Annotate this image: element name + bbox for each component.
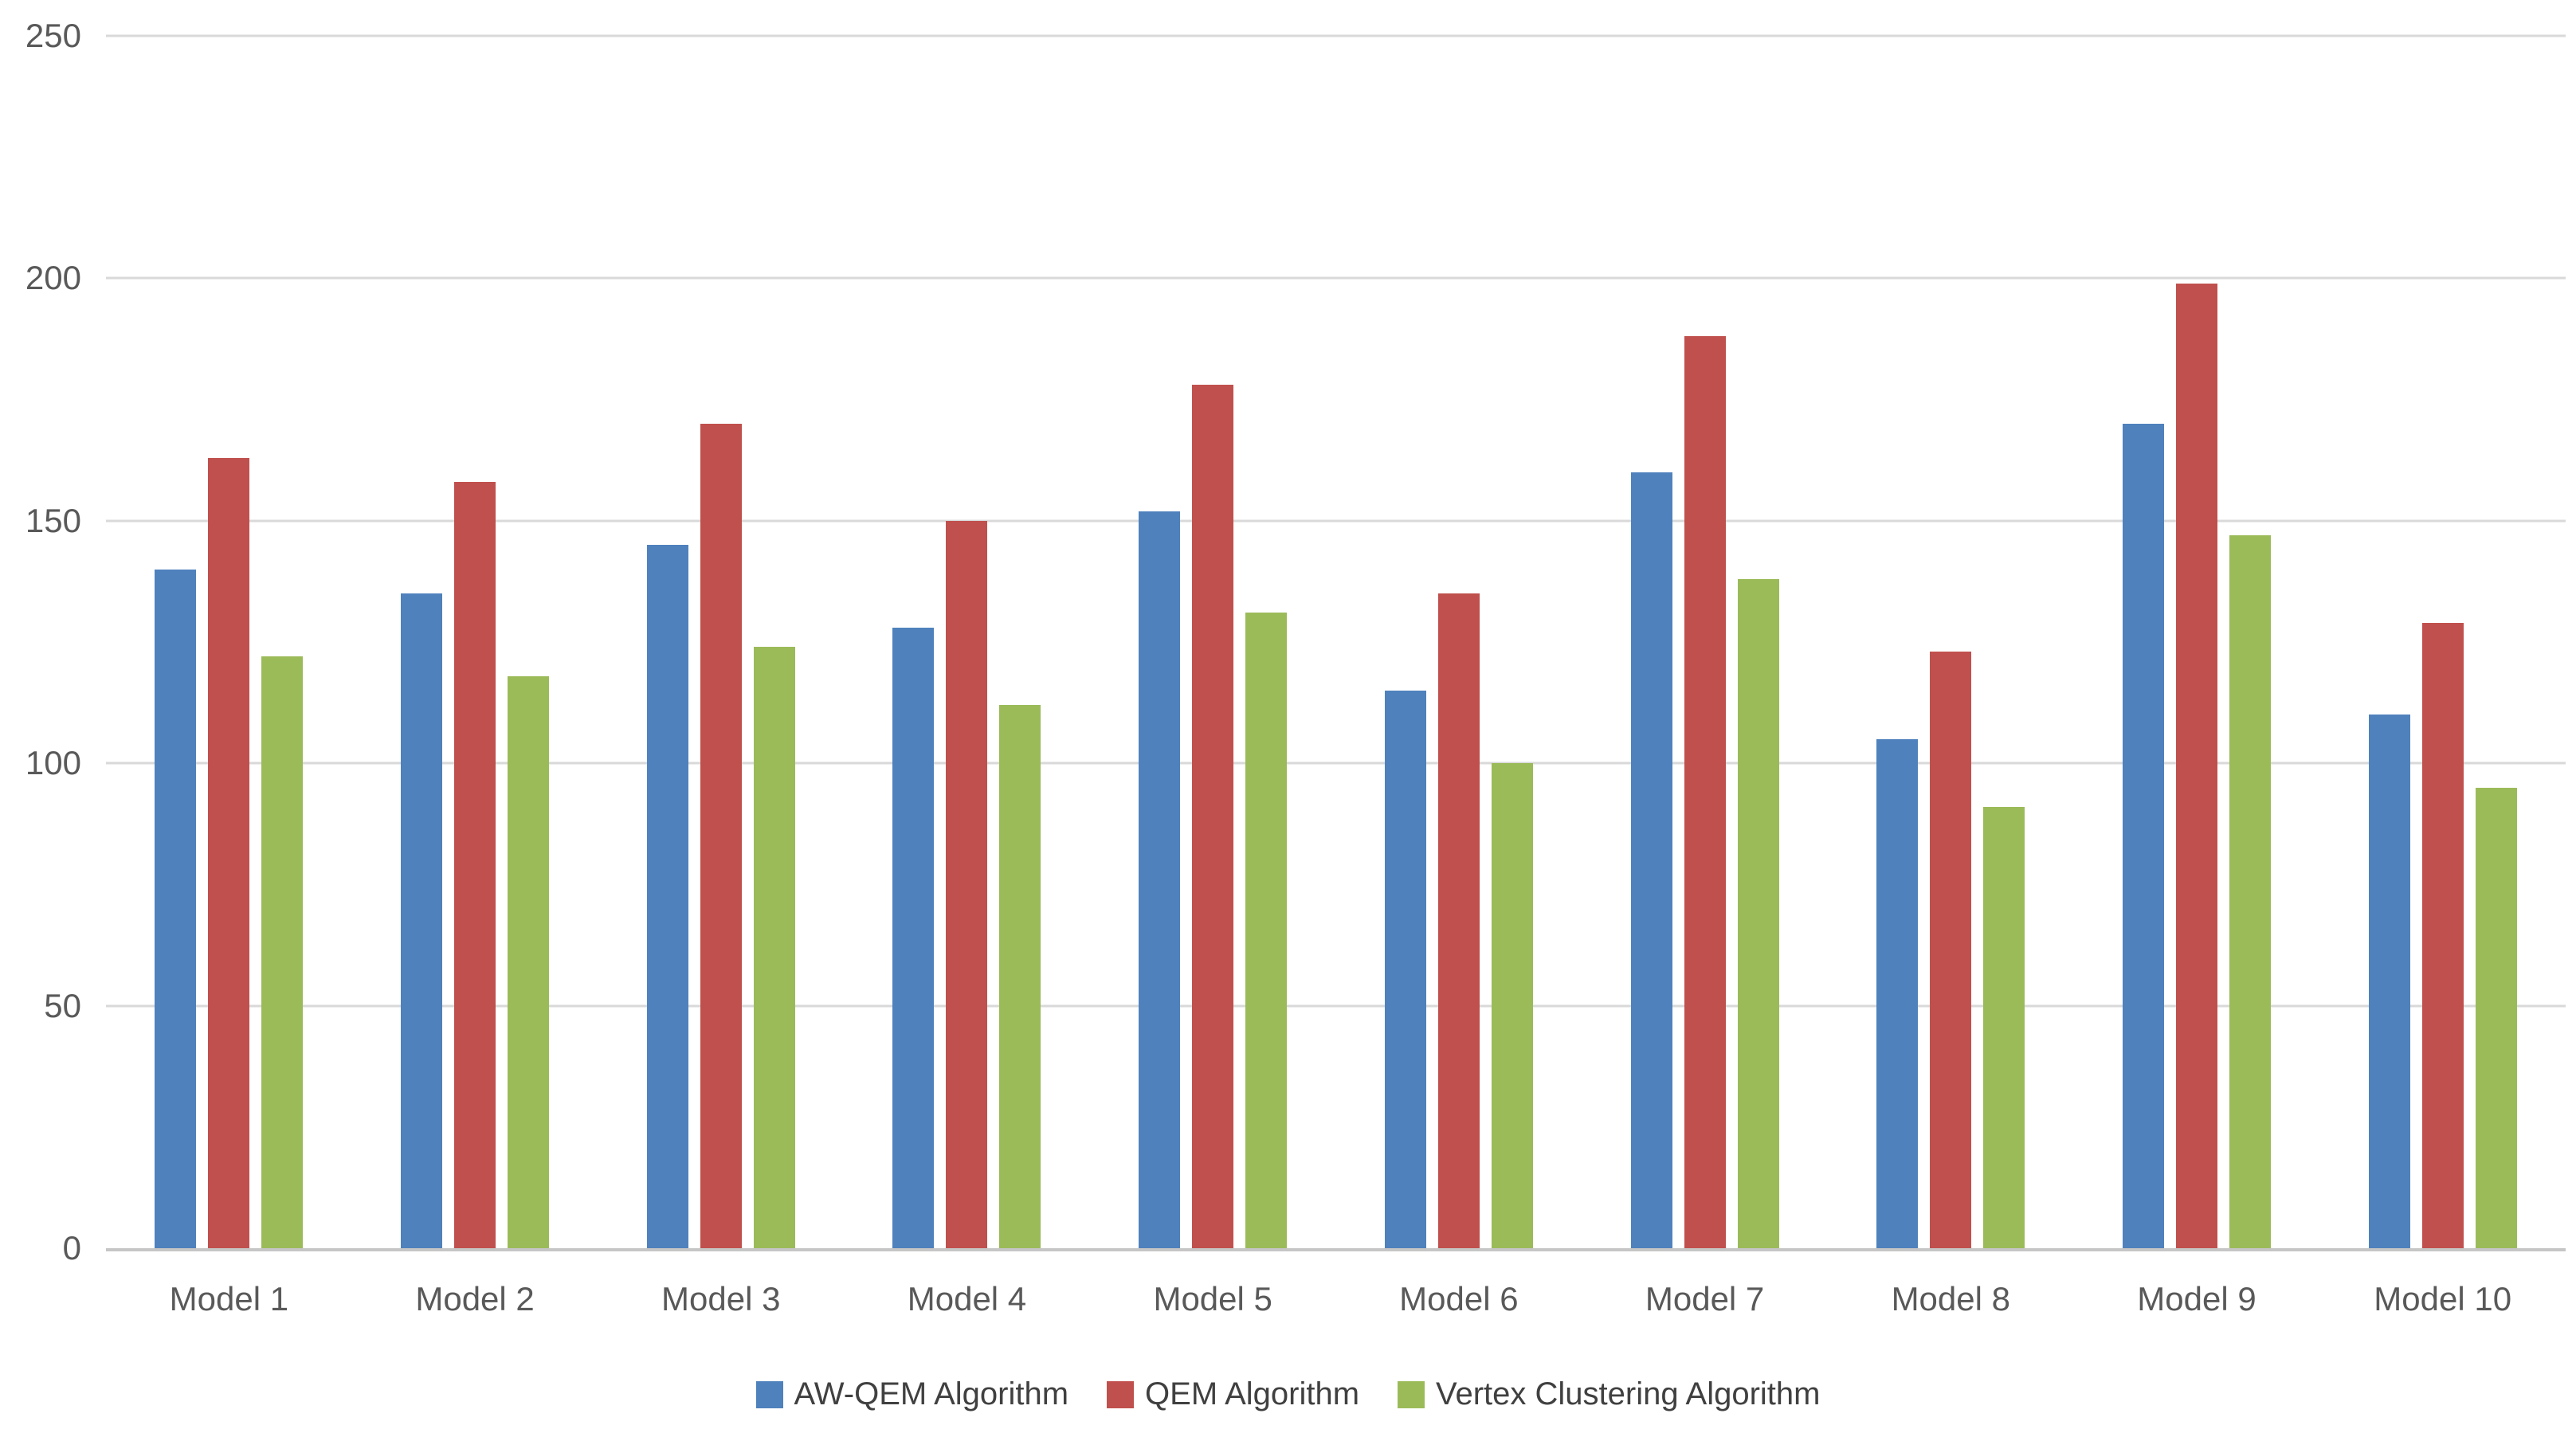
bar-group-6 [1336, 36, 1582, 1248]
y-tick-label: 100 [25, 744, 81, 782]
bar-vertex-clustering-algorithm-8 [1983, 807, 2025, 1248]
legend-marker-square [1107, 1380, 1135, 1408]
y-axis: 250 200 150 100 50 0 [0, 17, 88, 1267]
legend-item-qem-algorithm: QEM Algorithm [1107, 1376, 1359, 1412]
bar-qem-algorithm-7 [1684, 336, 1726, 1248]
bar-group-8 [1828, 36, 2074, 1248]
bar-group-10 [2319, 36, 2566, 1248]
gridline-200 [106, 276, 2566, 280]
x-tick-label-6: Model 6 [1399, 1280, 1519, 1317]
bar-qem-algorithm-5 [1192, 385, 1234, 1248]
bar-aw-qem-algorithm-4 [892, 627, 935, 1248]
bar-vertex-clustering-algorithm-1 [261, 656, 304, 1248]
bar-group-3 [598, 36, 844, 1248]
legend-marker-square [1398, 1380, 1425, 1408]
x-tick-label-9: Model 9 [2137, 1280, 2256, 1317]
bar-aw-qem-algorithm-1 [155, 569, 197, 1248]
legend-marker-square [755, 1380, 783, 1408]
y-tick-label: 250 [25, 17, 81, 54]
x-tick-label-8: Model 8 [1891, 1280, 2010, 1317]
bar-vertex-clustering-algorithm-9 [2229, 535, 2271, 1248]
bar-groups-container [106, 36, 2566, 1248]
bar-qem-algorithm-1 [208, 457, 250, 1248]
x-tick-label-1: Model 1 [169, 1280, 289, 1317]
bar-group-2 [352, 36, 598, 1248]
gridline-50 [106, 1004, 2566, 1008]
bar-group-7 [1582, 36, 1828, 1248]
y-tick-label: 200 [25, 259, 81, 297]
legend-item-aw-qem-algorithm: AW-QEM Algorithm [755, 1376, 1069, 1412]
x-tick-label-10: Model 10 [2374, 1280, 2512, 1317]
bar-aw-qem-algorithm-2 [401, 593, 443, 1248]
x-tick-label-7: Model 7 [1645, 1280, 1765, 1317]
bar-vertex-clustering-algorithm-2 [508, 675, 550, 1248]
bar-qem-algorithm-8 [1930, 652, 1972, 1248]
x-tick-label-4: Model 4 [907, 1280, 1027, 1317]
bar-vertex-clustering-algorithm-3 [753, 647, 795, 1248]
gridline-150 [106, 519, 2566, 523]
bar-aw-qem-algorithm-6 [1384, 690, 1426, 1248]
bar-vertex-clustering-algorithm-4 [999, 705, 1041, 1248]
bar-aw-qem-algorithm-8 [1876, 738, 1919, 1248]
bar-aw-qem-algorithm-5 [1139, 511, 1181, 1248]
bar-qem-algorithm-2 [454, 482, 496, 1248]
bar-aw-qem-algorithm-3 [646, 545, 688, 1248]
legend-label: Vertex Clustering Algorithm [1436, 1376, 1821, 1411]
x-axis: Model 1 Model 2 Model 3 Model 4 Model 5 Model… [106, 1280, 2566, 1318]
bar-qem-algorithm-9 [2175, 283, 2217, 1248]
x-tick-label-5: Model 5 [1153, 1280, 1272, 1317]
legend-label: AW-QEM Algorithm [794, 1376, 1069, 1411]
bar-qem-algorithm-10 [2421, 622, 2464, 1248]
bar-aw-qem-algorithm-9 [2122, 424, 2164, 1248]
bar-aw-qem-algorithm-10 [2368, 715, 2410, 1248]
legend-label: QEM Algorithm [1145, 1376, 1360, 1411]
bar-vertex-clustering-algorithm-7 [1737, 578, 1779, 1248]
bar-group-5 [1090, 36, 1336, 1248]
bar-group-9 [2074, 36, 2320, 1248]
bar-qem-algorithm-4 [946, 520, 988, 1248]
y-tick-label: 150 [25, 501, 81, 539]
y-tick-label: 0 [62, 1229, 81, 1267]
y-tick-label: 50 [44, 986, 81, 1024]
bar-qem-algorithm-6 [1437, 593, 1480, 1248]
legend-item-vertex-clustering-algorithm: Vertex Clustering Algorithm [1398, 1376, 1820, 1412]
x-tick-label-3: Model 3 [661, 1280, 781, 1317]
bar-vertex-clustering-algorithm-5 [1245, 613, 1288, 1248]
bar-aw-qem-algorithm-7 [1630, 472, 1672, 1248]
x-axis-line [106, 1248, 2566, 1251]
bar-group-4 [844, 36, 1090, 1248]
bar-group-1 [106, 36, 352, 1248]
bar-qem-algorithm-3 [700, 424, 742, 1248]
bar-vertex-clustering-algorithm-10 [2475, 787, 2517, 1248]
legend: AW-QEM Algorithm QEM Algorithm Vertex Clus… [0, 1376, 2576, 1412]
bar-vertex-clustering-algorithm-6 [1491, 763, 1533, 1248]
gridline-250 [106, 34, 2566, 37]
gridline-100 [106, 762, 2566, 765]
plot-area [106, 34, 2566, 1251]
x-tick-label-2: Model 2 [415, 1280, 535, 1317]
